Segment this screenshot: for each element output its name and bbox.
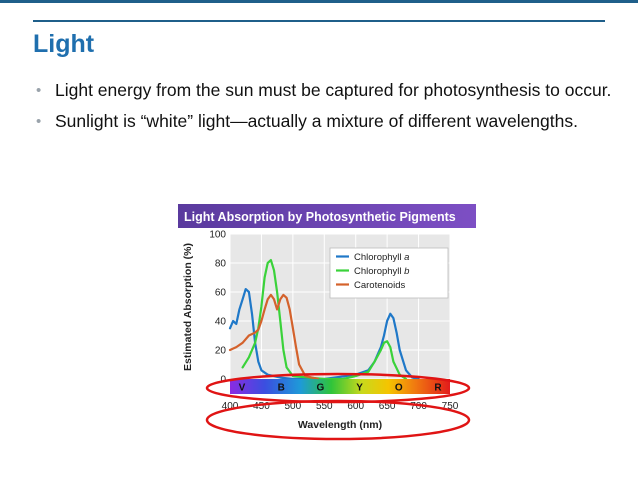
x-tick-label: 500 — [285, 401, 302, 412]
series-line — [228, 293, 320, 381]
y-tick-label: 80 — [215, 259, 227, 270]
spectrum-band-label: O — [395, 383, 403, 394]
spectrum-band-label: B — [278, 383, 285, 394]
top-rule — [0, 0, 638, 3]
absorption-chart: Light Absorption by Photosynthetic Pigme… — [178, 204, 476, 442]
chart-title: Light Absorption by Photosynthetic Pigme… — [184, 210, 456, 224]
legend-box — [329, 247, 449, 299]
x-tick-label: 700 — [410, 401, 427, 412]
y-tick-label: 20 — [215, 346, 227, 357]
bullet-item: • Light energy from the sun must be capt… — [36, 80, 616, 101]
x-tick-label: 600 — [347, 401, 364, 412]
legend-label: Chlorophyll a — [354, 252, 409, 263]
y-tick-label: 60 — [215, 288, 227, 299]
bullet-icon: • — [36, 113, 42, 130]
wavelength-highlight-ellipse — [205, 399, 471, 441]
legend-label: Chlorophyll b — [354, 266, 409, 277]
bullet-item: • Sunlight is “white” light—actually a m… — [36, 111, 616, 132]
bullet-icon: • — [36, 82, 42, 99]
y-tick-label: 40 — [215, 317, 227, 328]
visible-spectrum-bar — [230, 379, 450, 394]
x-tick-label: 450 — [253, 401, 270, 412]
spectrum-band-label: V — [239, 383, 246, 394]
x-tick-labels: 400 450 500 550 600 650 700 750 — [222, 401, 459, 412]
series-line — [241, 259, 408, 381]
spectrum-band-label: Y — [356, 383, 363, 394]
y-tick-label: 100 — [209, 230, 226, 241]
chart-title-bar — [178, 204, 476, 228]
x-tick-label: 750 — [442, 401, 459, 412]
x-tick-label: 650 — [379, 401, 396, 412]
legend: Chlorophyll a Chlorophyll b Carotenoids — [329, 247, 449, 299]
bullet-list: • Light energy from the sun must be capt… — [36, 80, 616, 142]
x-tick-label: 550 — [316, 401, 333, 412]
chart-figure: Light Absorption by Photosynthetic Pigme… — [178, 204, 476, 447]
title-rule — [33, 20, 605, 22]
bullet-text: Light energy from the sun must be captur… — [55, 80, 612, 100]
x-axis-label: Wavelength (nm) — [298, 419, 382, 431]
x-tick-label: 400 — [222, 401, 239, 412]
legend-label: Carotenoids — [354, 280, 405, 291]
spectrum-band-label: G — [317, 383, 325, 394]
bullet-text: Sunlight is “white” light—actually a mix… — [55, 111, 578, 131]
slide-title: Light — [33, 30, 95, 58]
spectrum-highlight-ellipse — [205, 372, 471, 404]
spectrum-band-label: R — [434, 383, 442, 394]
y-axis-label: Estimated Absorption (%) — [182, 243, 194, 371]
